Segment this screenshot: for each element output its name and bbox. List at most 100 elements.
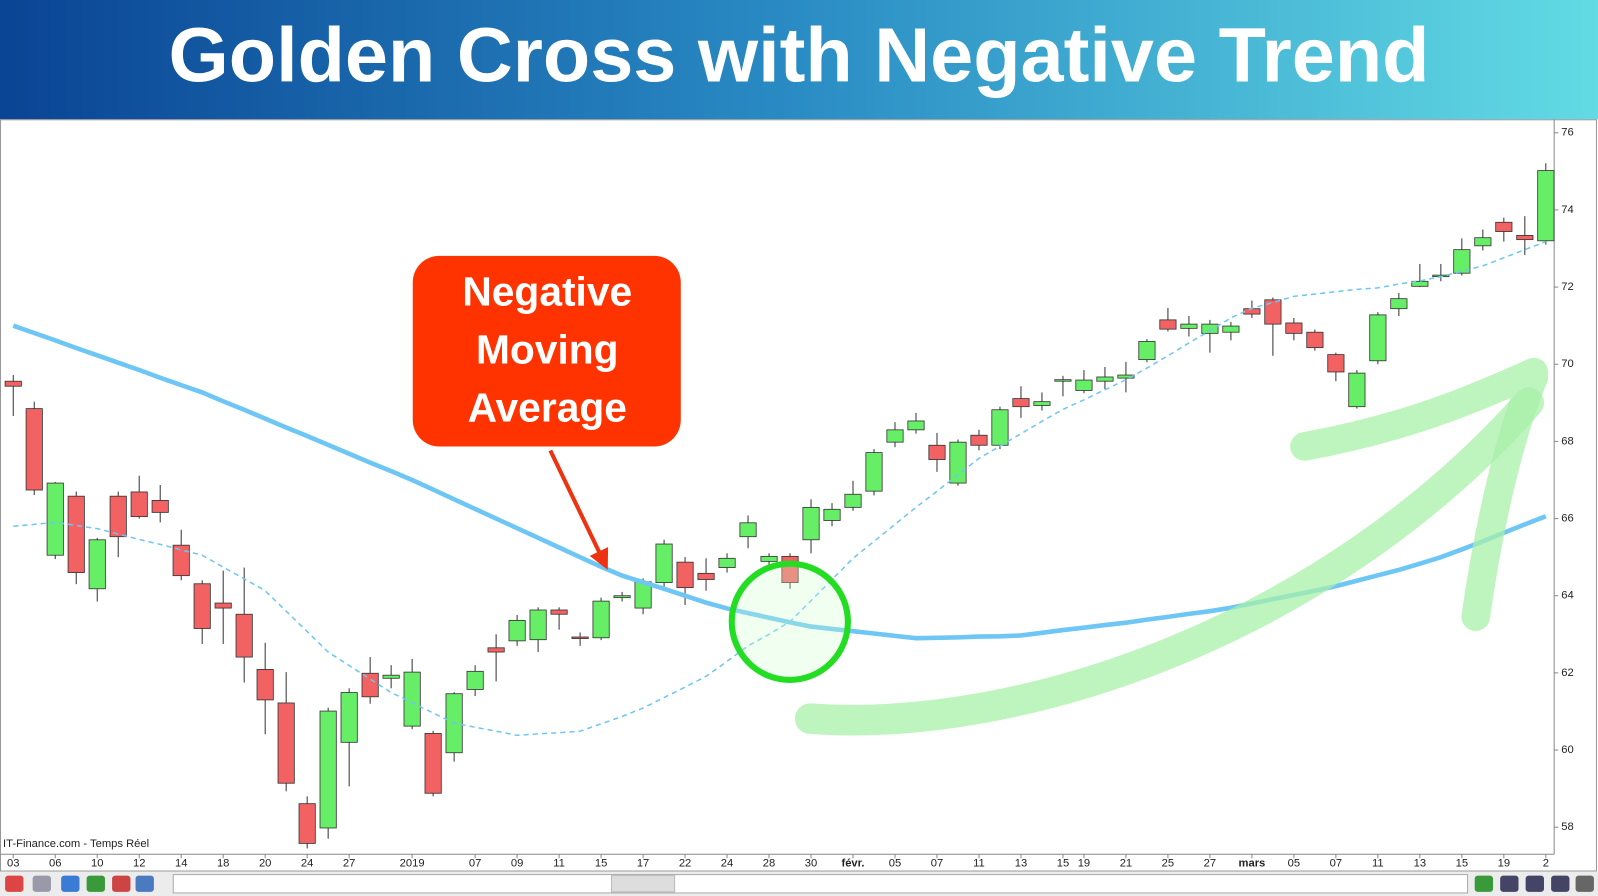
x-tick-label: 15	[1456, 857, 1468, 869]
candle-body	[1117, 374, 1135, 379]
tool-icon[interactable]	[61, 875, 80, 892]
candle-body	[718, 557, 736, 568]
candle	[256, 642, 274, 735]
candle-body	[487, 647, 505, 653]
candle	[298, 796, 316, 849]
candle	[130, 475, 148, 519]
y-tick-label: 70	[1561, 358, 1573, 370]
tool-icon[interactable]	[1575, 875, 1594, 892]
candle-body	[172, 544, 190, 577]
annotation: Moving	[476, 326, 619, 372]
candle-body	[1474, 237, 1492, 247]
candle-body	[592, 600, 610, 639]
plot-frame	[0, 119, 1597, 872]
candle	[991, 406, 1009, 450]
zoom-icon[interactable]	[1500, 875, 1519, 892]
source-label: IT-Finance.com - Temps Réel	[3, 838, 149, 850]
candle	[67, 491, 85, 585]
candle	[1159, 307, 1177, 332]
candle	[1117, 361, 1135, 393]
y-tick-label: 68	[1561, 435, 1573, 447]
x-tick-label: 06	[49, 857, 61, 869]
candle-body	[256, 669, 274, 701]
trend-arrow	[794, 387, 1544, 736]
candle	[25, 401, 43, 496]
candle-body	[1306, 331, 1324, 349]
candle	[886, 422, 904, 448]
x-tick-label: 10	[91, 857, 103, 869]
candle-body	[235, 613, 253, 658]
decorations: Negative Moving Average	[412, 255, 1549, 736]
candle	[613, 591, 631, 602]
candle-body	[1201, 323, 1219, 334]
x-tick-label: 07	[469, 857, 481, 869]
candle-body	[571, 636, 589, 639]
y-tick-label: 60	[1561, 744, 1573, 756]
marks	[4, 163, 1555, 849]
tool-icon[interactable]	[135, 875, 154, 892]
candle	[970, 429, 988, 451]
candle	[1411, 263, 1429, 288]
x-tick-label: 11	[553, 857, 565, 869]
x-tick-label: 11	[973, 857, 985, 869]
y-tick-label: 74	[1561, 204, 1573, 216]
zoom-icon[interactable]	[1525, 875, 1544, 892]
x-tick-label: 21	[1120, 857, 1132, 869]
candle	[1390, 292, 1408, 317]
candle	[760, 553, 778, 565]
tool-icon[interactable]	[5, 875, 24, 892]
candle	[718, 553, 736, 573]
candle-body	[1222, 325, 1240, 333]
candle	[1075, 370, 1093, 394]
tool-icon[interactable]	[112, 875, 131, 892]
candle	[319, 707, 337, 839]
candle-body	[1096, 376, 1114, 382]
x-tick-label: 22	[679, 857, 691, 869]
candle	[802, 499, 820, 554]
x-tick-label: 05	[889, 857, 901, 869]
candle-body	[1159, 319, 1177, 330]
x-tick-label: 09	[511, 857, 523, 869]
candle-body	[319, 710, 337, 829]
x-tick-label: mars	[1239, 857, 1266, 869]
candle	[1285, 317, 1303, 341]
candle	[277, 672, 295, 792]
y-tick-label: 66	[1561, 513, 1573, 525]
x-tick-label: 19	[1078, 857, 1090, 869]
tool-icon[interactable]	[86, 875, 105, 892]
candle-body	[844, 493, 862, 508]
candle-body	[1033, 401, 1051, 406]
candle-body	[1495, 221, 1513, 232]
candle-body	[1327, 354, 1345, 373]
candle-body	[67, 495, 85, 573]
candle-body	[151, 500, 169, 513]
candle-body	[970, 434, 988, 446]
candle	[214, 570, 232, 644]
y-tick-label: 62	[1561, 667, 1573, 679]
chart-title: Golden Cross with Negative Trend	[169, 13, 1430, 99]
x-tick-label: 05	[1288, 857, 1300, 869]
zoom-icon[interactable]	[1551, 875, 1570, 892]
candle	[151, 484, 169, 523]
scrollbar[interactable]	[172, 874, 1469, 894]
candle-body	[739, 522, 757, 538]
y-tick-label: 72	[1561, 281, 1573, 293]
scroll-thumb[interactable]	[610, 875, 676, 893]
tool-icon[interactable]	[1474, 875, 1494, 892]
candle-body	[193, 583, 211, 629]
y-tick-label: 58	[1561, 821, 1573, 833]
candle-body	[1264, 299, 1282, 325]
candle-body	[655, 543, 673, 584]
x-tick-label: 25	[1162, 857, 1174, 869]
candle	[1138, 339, 1156, 363]
candle	[949, 439, 967, 486]
x-tick-label: 15	[1057, 857, 1069, 869]
tool-icon[interactable]	[32, 875, 51, 892]
candle	[550, 607, 568, 630]
candle	[88, 537, 106, 602]
candle-body	[298, 803, 316, 844]
candle	[466, 665, 484, 697]
candle-body	[823, 508, 841, 521]
x-tick-label: 14	[175, 857, 187, 869]
